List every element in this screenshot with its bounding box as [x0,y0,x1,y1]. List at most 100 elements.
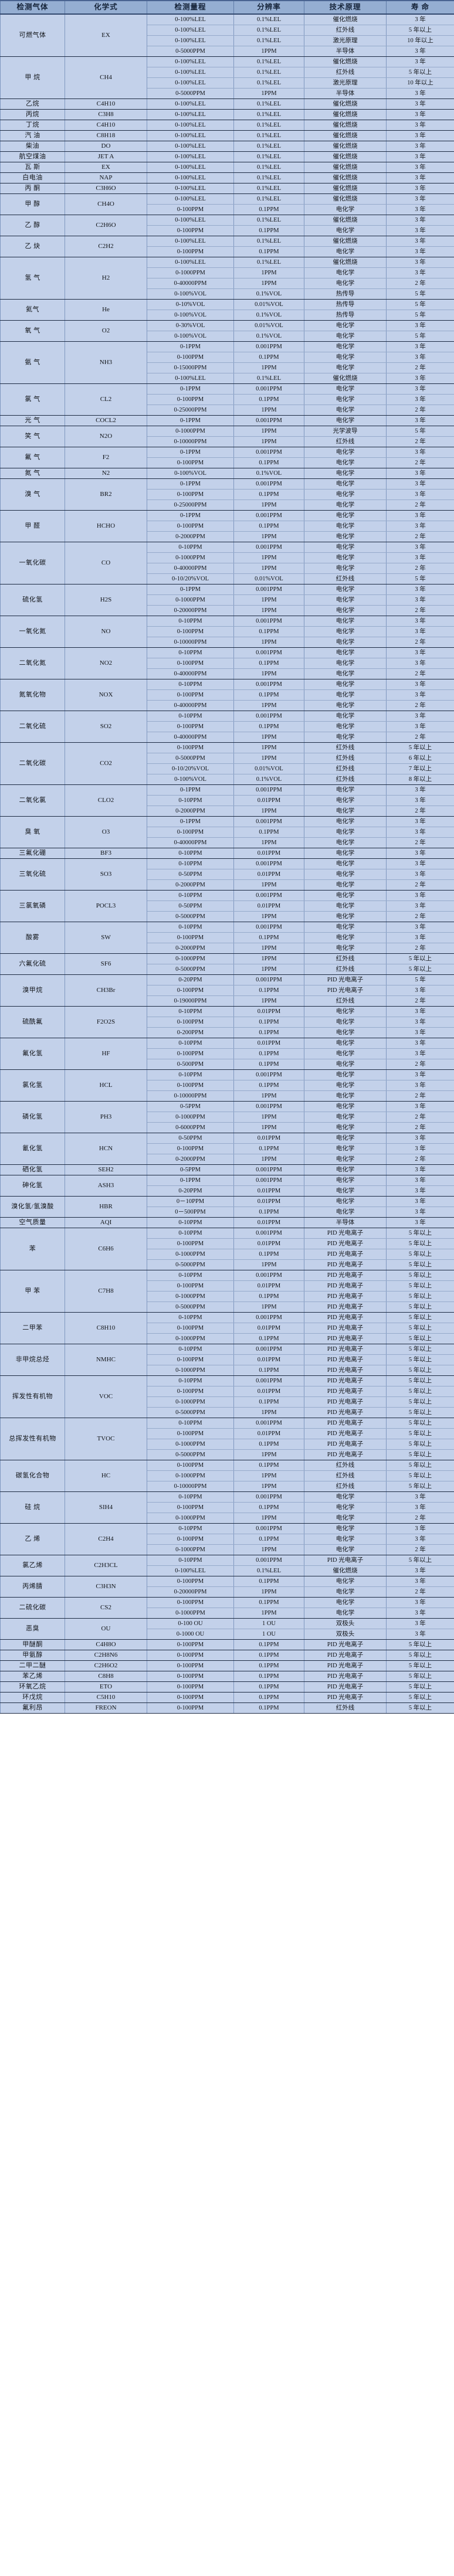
cell-resolution: 0.001PPM [233,1344,304,1355]
cell-detection-range: 0-10PPM [147,616,234,627]
cell-detection-range: 0-100%LEL [147,1565,234,1576]
cell-gas-name: 三氟化硼 [0,848,65,859]
cell-detection-range: 0-100%LEL [147,98,234,110]
cell-detection-range: 0-10PPM [147,679,234,690]
cell-service-life: 3 年 [386,98,454,110]
cell-chemical-formula: JET A [65,151,147,162]
cell-technology-principle: 催化燃烧 [304,130,387,141]
cell-detection-range: 0-100PPM [147,1702,234,1714]
cell-technology-principle: PID 光电离子 [304,1386,387,1397]
table-row: 氟利昂 FREON 0-100PPM 0.1PPM 红外线 5 年以上 [0,1702,454,1714]
cell-gas-name: 丙烷 [0,109,65,120]
cell-chemical-formula: NO2 [65,647,147,679]
cell-resolution: 0.1%LEL [233,35,304,46]
cell-service-life: 3 年 [386,183,454,194]
cell-technology-principle: PID 光电离子 [304,1375,387,1386]
cell-detection-range: 0-20PPM [147,1185,234,1197]
cell-chemical-formula: C2H8N6 [65,1650,147,1661]
cell-gas-name: 氢 气 [0,257,65,300]
cell-service-life: 5 年以上 [386,25,454,36]
cell-detection-range: 0-1000PPM [147,1333,234,1344]
cell-detection-range: 0-10/20%VOL [147,573,234,584]
cell-detection-range: 0-500PPM [147,1059,234,1070]
table-row: 环氧乙烷 ETO 0-100PPM 0.1PPM PID 光电离子 5 年以上 [0,1681,454,1693]
cell-service-life: 3 年 [386,1027,454,1038]
cell-gas-name: 柴油 [0,141,65,152]
table-row: 二氧化硫 SO2 0-10PPM 0.001PPM 电化学 3 年 [0,711,454,743]
cell-chemical-formula: C3H8 [65,109,147,120]
table-row: 二甲二醚 C2H6O2 0-100PPM 0.1PPM PID 光电离子 5 年以上 [0,1660,454,1671]
cell-service-life: 3 年 [386,1048,454,1059]
column-header-gas: 检测气体 [0,0,65,15]
cell-detection-range: 0-100PPM [147,457,234,468]
cell-resolution: 0.1%LEL [233,1565,304,1576]
cell-technology-principle: 电化学 [304,1154,387,1165]
table-row: 0-50PPM 0.01PPM 电化学 3 年 [1,900,454,912]
cell-resolution: 0.001PPM [233,383,304,395]
cell-technology-principle: 红外线 [304,1702,387,1714]
cell-technology-principle: 催化燃烧 [304,1565,387,1576]
table-row: 0-5000PPM 1PPM 半导体 3 年 [1,88,454,99]
cell-gas-name: 恶臭 [0,1618,65,1640]
table-row: 0-6000PPM 1PPM 电化学 2 年 [1,1122,454,1133]
cell-detection-range: 0-100%LEL [147,25,234,36]
cell-technology-principle: 红外线 [304,774,387,785]
cell-gas-name: 汽 油 [0,130,65,141]
cell-service-life: 3 年 [386,985,454,996]
cell-gas-name: 甲 烷 [0,56,65,99]
cell-technology-principle: 电化学 [304,732,387,743]
cell-detection-range: 0-1PPM [147,341,234,352]
table-row: 酸雾 SW 0-10PPM 0.001PPM 电化学 3 年 [0,922,454,954]
cell-resolution: 1PPM [233,436,304,447]
cell-technology-principle: 电化学 [304,563,387,574]
cell-resolution: 0.1%LEL [233,172,304,183]
cell-resolution: 1PPM [233,563,304,574]
cell-resolution: 0.001PPM [233,447,304,458]
table-row: 0－500PPM 0.1PPM 电化学 3 年 [1,1207,454,1218]
cell-gas-name: 可燃气体 [0,13,65,57]
cell-resolution: 0.1%LEL [233,151,304,162]
cell-service-life: 3 年 [386,1534,454,1545]
cell-technology-principle: 电化学 [304,225,387,236]
cell-detection-range: 0-100%LEL [147,183,234,194]
cell-service-life: 2 年 [386,806,454,817]
cell-gas-name: 二氧化氯 [0,784,65,817]
cell-gas-name: 氮 气 [0,468,65,479]
cell-resolution: 1PPM [233,605,304,616]
table-row: 氧 气 O2 0-30%VOL 0.01%VOL 电化学 3 年 [0,320,454,342]
cell-resolution: 0.1PPM [233,932,304,943]
table-row: 0-5000PPM 1PPM 红外线 6 年以上 [1,753,454,764]
table-row: 二甲苯 C8H10 0-10PPM 0.001PPM PID 光电离子 5 年以上 [0,1312,454,1344]
cell-chemical-formula: SO3 [65,858,147,891]
cell-gas-name: 光 气 [0,415,65,426]
cell-detection-range: 0-100PPM [147,626,234,637]
cell-service-life: 2 年 [386,700,454,711]
cell-detection-range: 0-100PPM [147,1681,234,1693]
cell-chemical-formula: F2 [65,447,147,468]
cell-detection-range: 0-100PPM [147,246,234,257]
cell-resolution: 0.01PPM [233,795,304,806]
cell-detection-range: 0-10PPM [147,1555,234,1566]
cell-chemical-formula: CO [65,542,147,584]
cell-service-life: 3 年 [386,88,454,99]
cell-service-life: 2 年 [386,1122,454,1133]
cell-service-life: 3 年 [386,795,454,806]
cell-gas-name: 挥发性有机物 [0,1375,65,1418]
cell-service-life: 3 年 [386,320,454,331]
table-row: 氦气 He 0-10%VOL 0.01%VOL 热传导 5 年 [0,299,454,321]
cell-service-life: 3 年 [386,542,454,553]
cell-service-life: 2 年 [386,943,454,954]
cell-detection-range: 0-100PPM [147,1660,234,1671]
cell-resolution: 1PPM [233,531,304,542]
cell-detection-range: 0-5000PPM [147,1407,234,1418]
cell-chemical-formula: O2 [65,320,147,342]
cell-detection-range: 0-100PPM [147,1280,234,1292]
table-row: 一氧化碳 CO 0-10PPM 0.001PPM 电化学 3 年 [0,542,454,584]
cell-service-life: 3 年 [386,1502,454,1513]
cell-resolution: 1PPM [233,668,304,679]
cell-gas-name: 氯 气 [0,383,65,416]
cell-resolution: 1PPM [233,1608,304,1619]
cell-detection-range: 0-1000PPM [147,1249,234,1260]
table-row: 硫化氢 H2S 0-1PPM 0.001PPM 电化学 3 年 [0,584,454,616]
cell-technology-principle: PID 光电离子 [304,1650,387,1661]
